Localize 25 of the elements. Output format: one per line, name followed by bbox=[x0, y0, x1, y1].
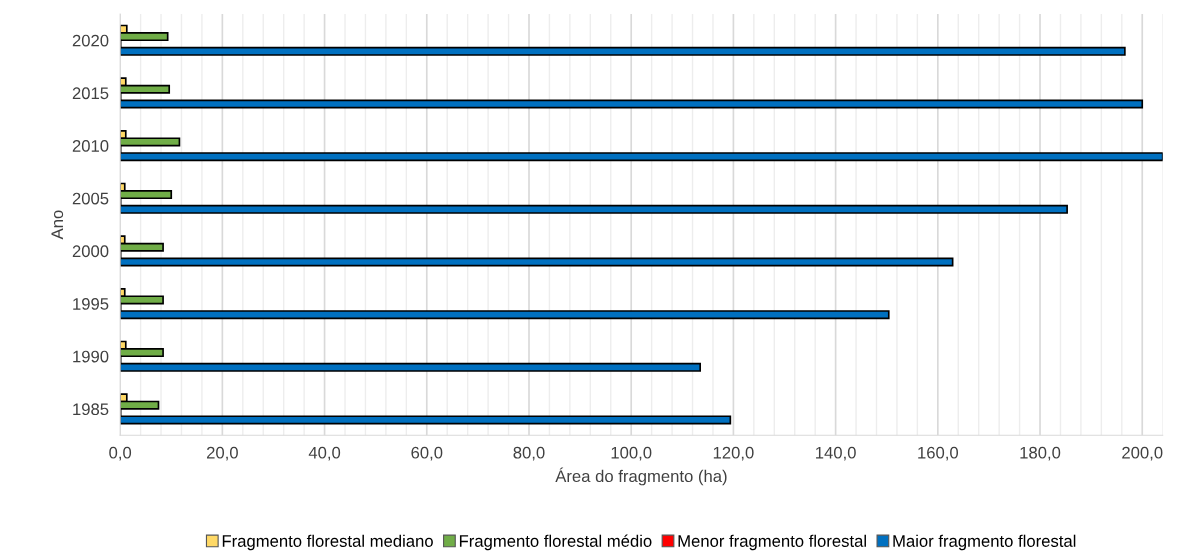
x-tick-label: 40,0 bbox=[308, 446, 341, 461]
x-tick-label: 160,0 bbox=[918, 446, 959, 461]
legend-label: Maior fragmento florestal bbox=[893, 534, 1076, 551]
y-axis-title: Ano bbox=[51, 210, 64, 240]
y-tick-label: 2015 bbox=[72, 87, 109, 100]
x-tick-label: 180,0 bbox=[1020, 446, 1061, 461]
legend-label: Menor fragmento florestal bbox=[678, 534, 866, 551]
y-tick-label: 2020 bbox=[72, 34, 109, 47]
y-tick-label: 2005 bbox=[72, 192, 109, 205]
y-tick-label: 1990 bbox=[73, 350, 109, 363]
x-tick-label: 200,0 bbox=[1122, 446, 1163, 461]
x-tick-label: 120,0 bbox=[713, 446, 754, 461]
x-tick-label: 60,0 bbox=[411, 446, 443, 461]
x-tick-label: 20,0 bbox=[206, 446, 238, 461]
x-tick-label: 140,0 bbox=[816, 446, 856, 461]
x-tick-label: 80,0 bbox=[513, 446, 545, 461]
legend-label: Fragmento florestal mediano bbox=[222, 534, 433, 551]
x-axis-title: Área do fragmento (ha) bbox=[555, 467, 727, 486]
x-tick-label: 0,0 bbox=[109, 446, 132, 461]
y-tick-label: 2010 bbox=[72, 140, 109, 152]
legend-label: Fragmento florestal médio bbox=[459, 534, 652, 551]
y-tick-label: 1985 bbox=[73, 403, 109, 416]
y-tick-label: 1995 bbox=[73, 297, 109, 310]
y-tick-label: 2000 bbox=[72, 245, 109, 258]
x-tick-label: 100,0 bbox=[611, 446, 652, 461]
